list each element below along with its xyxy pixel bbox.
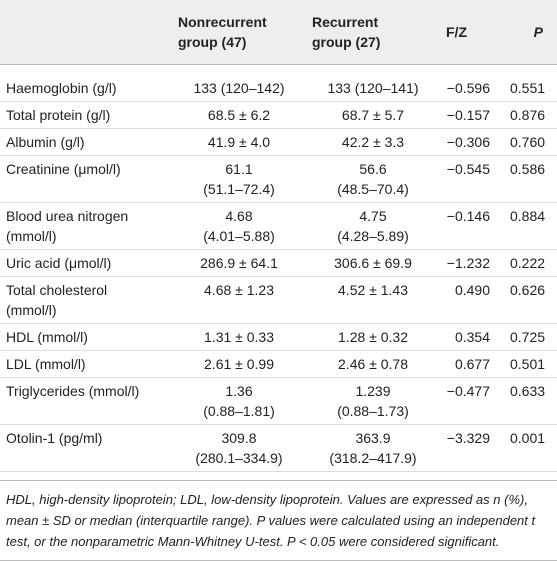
table-cell: 0.222	[504, 249, 557, 277]
table-row: Albumin (g/l) 41.9 ± 4.0 42.2 ± 3.3 −0.306 0…	[0, 128, 557, 156]
row-label: Haemoglobin (g/l)	[0, 64, 172, 102]
table-cell: 0.586	[504, 155, 557, 203]
table-cell: 0.677	[440, 350, 504, 378]
table-cell: 0.551	[504, 64, 557, 102]
row-label: Otolin-1 (pg/ml)	[0, 424, 172, 472]
table-row: Blood urea nitrogen (mmol/l) 4.68 (4.01–5…	[0, 202, 557, 250]
footnote: HDL, high-density lipoprotein; LDL, low-…	[0, 480, 557, 561]
row-label: Albumin (g/l)	[0, 128, 172, 156]
table-cell: −0.306	[440, 128, 504, 156]
table-row: Creatinine (μmol/l) 61.1 (51.1–72.4) 56.6 …	[0, 155, 557, 203]
table-cell: −0.596	[440, 64, 504, 102]
table-cell: −0.146	[440, 202, 504, 250]
table-cell: 68.5 ± 6.2	[172, 101, 306, 129]
row-label: Triglycerides (mmol/l)	[0, 377, 172, 425]
table-cell: 41.9 ± 4.0	[172, 128, 306, 156]
table-cell: 42.2 ± 3.3	[306, 128, 440, 156]
table-cell: 286.9 ± 64.1	[172, 249, 306, 277]
table-row: Haemoglobin (g/l) 133 (120–142) 133 (120–1…	[0, 64, 557, 102]
table-cell: 0.725	[504, 323, 557, 351]
table-cell: 0.760	[504, 128, 557, 156]
table-cell: −0.545	[440, 155, 504, 203]
header-cell	[0, 0, 172, 65]
row-label: Total cholesterol (mmol/l)	[0, 276, 172, 324]
header-cell: Recurrent group (27)	[306, 0, 440, 65]
table-cell: −1.232	[440, 249, 504, 277]
table-cell: 309.8 (280.1–334.9)	[172, 424, 306, 472]
table-cell: −0.477	[440, 377, 504, 425]
table-row: HDL (mmol/l) 1.31 ± 0.33 1.28 ± 0.32 0.354 0…	[0, 323, 557, 351]
row-label: Uric acid (μmol/l)	[0, 249, 172, 277]
header-row: Nonrecurrent group (47) Recurrent group (…	[0, 0, 557, 65]
table-cell: 1.28 ± 0.32	[306, 323, 440, 351]
table-cell: −3.329	[440, 424, 504, 472]
table-cell: 4.68 ± 1.23	[172, 276, 306, 324]
table-cell: 2.46 ± 0.78	[306, 350, 440, 378]
row-label: HDL (mmol/l)	[0, 323, 172, 351]
table-cell: 61.1 (51.1–72.4)	[172, 155, 306, 203]
table-cell: 133 (120–141)	[306, 64, 440, 102]
table-cell: 0.884	[504, 202, 557, 250]
table-cell: 0.001	[504, 424, 557, 472]
table-cell: 0.633	[504, 377, 557, 425]
header-cell: Nonrecurrent group (47)	[172, 0, 306, 65]
table-row: Total protein (g/l) 68.5 ± 6.2 68.7 ± 5.7−…	[0, 101, 557, 129]
table-cell: 133 (120–142)	[172, 64, 306, 102]
table-cell: 0.626	[504, 276, 557, 324]
header-cell: P	[504, 0, 557, 65]
table-cell: 56.6 (48.5–70.4)	[306, 155, 440, 203]
row-label: Blood urea nitrogen (mmol/l)	[0, 202, 172, 250]
table-cell: 1.36 (0.88–1.81)	[172, 377, 306, 425]
table-cell: 2.61 ± 0.99	[172, 350, 306, 378]
table-cell: 0.501	[504, 350, 557, 378]
table-row: Otolin-1 (pg/ml) 309.8 (280.1–334.9) 363.9…	[0, 424, 557, 472]
table-cell: 4.52 ± 1.43	[306, 276, 440, 324]
table-row: Triglycerides (mmol/l) 1.36 (0.88–1.81) 1.…	[0, 377, 557, 425]
table-cell: 4.68 (4.01–5.88)	[172, 202, 306, 250]
table-body: Haemoglobin (g/l) 133 (120–142) 133 (120–1…	[0, 64, 557, 472]
table-cell: 0.876	[504, 101, 557, 129]
row-label: LDL (mmol/l)	[0, 350, 172, 378]
table-row: Uric acid (μmol/l) 286.9 ± 64.1 306.6 ± 69…	[0, 249, 557, 277]
table-cell: 363.9 (318.2–417.9)	[306, 424, 440, 472]
table-row: LDL (mmol/l) 2.61 ± 0.99 2.46 ± 0.78 0.677 0…	[0, 350, 557, 378]
table-cell: 1.31 ± 0.33	[172, 323, 306, 351]
data-table: Nonrecurrent group (47) Recurrent group (…	[0, 0, 557, 472]
row-label: Total protein (g/l)	[0, 101, 172, 129]
table-row: Total cholesterol (mmol/l) 4.68 ± 1.23 4.5…	[0, 276, 557, 324]
row-label: Creatinine (μmol/l)	[0, 155, 172, 203]
table-cell: 0.354	[440, 323, 504, 351]
table-cell: 306.6 ± 69.9	[306, 249, 440, 277]
table-cell: 4.75 (4.28–5.89)	[306, 202, 440, 250]
table-cell: −0.157	[440, 101, 504, 129]
table-cell: 1.239 (0.88–1.73)	[306, 377, 440, 425]
table-cell: 0.490	[440, 276, 504, 324]
table-cell: 68.7 ± 5.7	[306, 101, 440, 129]
header-cell: F/Z	[440, 0, 504, 65]
